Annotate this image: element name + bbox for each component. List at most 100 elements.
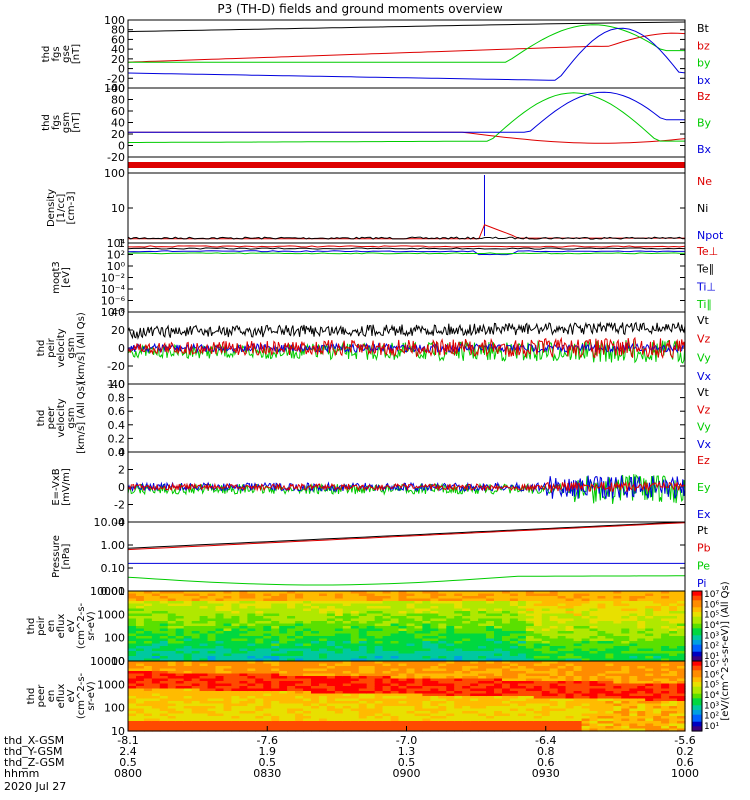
spectrogram-cell (326, 633, 336, 637)
spectrogram-cell (350, 653, 360, 657)
spectrogram-cell (677, 601, 686, 605)
spectrogram-cell (183, 628, 193, 632)
spectrogram-cell (151, 628, 161, 632)
spectrogram-cell (358, 606, 368, 610)
ytick-label: -40 (107, 82, 125, 95)
spectrogram-cell (605, 698, 614, 702)
spectrogram-cell (287, 691, 296, 695)
spectrogram-cell (661, 668, 670, 672)
spectrogram-cell (326, 593, 336, 597)
spectrogram-cell (669, 668, 678, 672)
spectrogram-cell (215, 728, 225, 732)
spectrogram-cell (509, 621, 519, 625)
spectrogram-cell (159, 658, 169, 662)
spectrogram-cell (374, 646, 384, 650)
spectrogram-cell (215, 636, 225, 640)
spectrogram-cell (478, 661, 487, 665)
spectrogram-cell (239, 723, 248, 727)
spectrogram-cell (199, 606, 209, 610)
spectrogram-cell (143, 623, 153, 627)
spectrogram-cell (637, 598, 646, 602)
spectrogram-cell (319, 683, 328, 687)
spectrogram-cell (669, 611, 678, 615)
spectrogram-cell (255, 666, 264, 670)
ytick-label: -2 (114, 499, 125, 512)
spectrogram-cell (183, 706, 193, 710)
spectrogram-cell (350, 673, 360, 677)
spectrogram-cell (470, 668, 479, 672)
spectrogram-cell (136, 691, 145, 695)
spectrogram-cell (677, 646, 686, 650)
spectrogram-cell (525, 728, 535, 732)
spectrogram-cell (446, 628, 455, 632)
spectrogram-cell (263, 701, 272, 705)
spectrogram-cell (541, 643, 551, 647)
panel-frame (127, 87, 686, 158)
spectrogram-cell (223, 693, 233, 697)
spectrogram-cell (374, 678, 384, 682)
spectrogram-cell (159, 713, 169, 717)
spectrogram-cell (653, 648, 662, 652)
spectrogram-cell (414, 666, 424, 670)
spectrogram-cell (319, 666, 328, 670)
spectrogram-cell (549, 623, 559, 627)
spectrogram-cell (470, 651, 479, 655)
spectrogram-cell (295, 678, 304, 682)
spectrogram-cell (494, 678, 503, 682)
spectrogram-cell (509, 626, 519, 630)
spectrogram-cell (382, 601, 392, 605)
spectrogram-cell (581, 701, 591, 705)
series-Ez (127, 480, 686, 494)
spectrogram-cell (422, 623, 431, 627)
spectrogram-cell (470, 673, 479, 677)
spectrogram-cell (231, 696, 240, 700)
spectrogram-cell (470, 616, 479, 620)
spectrogram-cell (295, 718, 304, 722)
spectrogram-cell (151, 661, 161, 665)
spectrogram-cell (334, 678, 344, 682)
spectrogram-cell (581, 718, 591, 722)
spectrogram-cell (215, 688, 225, 692)
spectrogram-cell (581, 603, 591, 607)
spectrogram-cell (525, 613, 535, 617)
spectrogram-cell (525, 628, 535, 632)
xaxis-row-label: hhmm (4, 767, 39, 780)
spectrogram-cell (557, 718, 567, 722)
spectrogram-cell (151, 726, 161, 730)
spectrogram-cell (398, 671, 408, 675)
spectrogram-cell (398, 603, 408, 607)
spectrogram-cell (247, 723, 256, 727)
spectrogram-cell (342, 613, 352, 617)
spectrogram-cell (446, 728, 455, 732)
spectrogram-cell (374, 701, 384, 705)
spectrogram-cell (199, 598, 209, 602)
spectrogram-cell (295, 616, 304, 620)
spectrogram-cell (207, 723, 217, 727)
spectrogram-cell (191, 633, 201, 637)
spectrogram-cell (303, 663, 312, 667)
spectrogram-cell (207, 648, 217, 652)
spectrogram-cell (533, 603, 543, 607)
legend-By: By (697, 117, 712, 130)
spectrogram-cell (271, 638, 280, 642)
spectrogram-cell (303, 596, 312, 600)
spectrogram-cell (151, 598, 161, 602)
spectrogram-cell (159, 643, 169, 647)
spectrogram-cell (613, 641, 622, 645)
spectrogram-cell (494, 728, 503, 732)
spectrogram-cell (589, 648, 599, 652)
spectrogram-cell (533, 613, 543, 617)
spectrogram-cell (557, 716, 567, 720)
spectrogram-cell (462, 723, 471, 727)
spectrogram-cell (279, 596, 288, 600)
spectrogram-cell (128, 616, 137, 620)
spectrogram-cell (191, 711, 201, 715)
spectrogram-cell (597, 631, 607, 635)
spectrogram-cell (470, 671, 479, 675)
spectrogram-cell (406, 686, 416, 690)
spectrogram-cell (255, 623, 264, 627)
spectrogram-cell (390, 678, 400, 682)
spectrogram-cell (159, 601, 169, 605)
spectrogram-cell (637, 726, 646, 730)
spectrogram-cell (581, 706, 591, 710)
